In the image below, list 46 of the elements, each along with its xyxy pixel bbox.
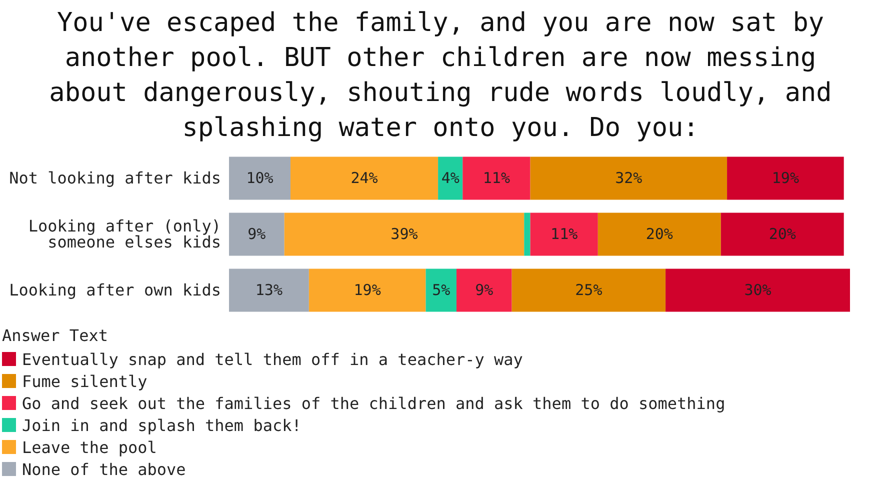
bar (598, 212, 721, 256)
legend-label: Go and seek out the families of the children and ask them to do something (22, 394, 726, 412)
bar (512, 268, 666, 312)
data-label: 11% (550, 225, 578, 244)
data-label: 13% (255, 281, 283, 300)
data-label: 11% (482, 169, 510, 188)
bar (308, 268, 426, 312)
bar (727, 156, 844, 200)
bar (426, 268, 456, 312)
data-label: 25% (575, 281, 602, 300)
data-label: 19% (354, 281, 381, 300)
bar (530, 156, 728, 200)
data-label: 20% (646, 225, 673, 244)
y-tick-label: Looking after (only) someone elses kids (28, 216, 221, 252)
bar (456, 268, 512, 312)
bar (720, 212, 844, 256)
legend-title: Answer Text (2, 326, 109, 347)
y-tick-label: Looking after own kids (9, 280, 221, 300)
data-label: 5% (432, 281, 450, 300)
data-label: 9% (475, 281, 494, 300)
bar (524, 212, 530, 256)
bar (290, 156, 438, 200)
data-label: 19% (772, 169, 799, 188)
bar (438, 156, 463, 200)
data-label: 32% (615, 169, 642, 188)
legend-label: Eventually snap and tell them off in a teacher-y way (22, 350, 523, 368)
data-label: 24% (350, 169, 378, 188)
bar (284, 212, 524, 256)
bar (229, 212, 284, 256)
legend-label: Fume silently (22, 372, 148, 390)
legend-label: None of the above (22, 460, 186, 478)
bar (666, 268, 850, 312)
legend-label: Leave the pool (22, 438, 157, 456)
y-tick-label: Not looking after kids (9, 168, 221, 188)
data-label: 39% (390, 225, 418, 244)
data-label: 20% (768, 225, 796, 244)
chart-title: You've escaped the family, and you are now sat by another pool. BUT other children are now messing about dangerously, shouting rude words loudly, and splashing water onto you. Do you: (48, 7, 833, 145)
bar (462, 156, 530, 200)
data-label: 10% (246, 169, 274, 188)
bar (229, 156, 290, 200)
data-label: 9% (248, 225, 266, 244)
legend-label: Join in and splash them back! (22, 416, 302, 434)
bar (229, 268, 309, 312)
bar (530, 212, 598, 256)
data-label: 30% (744, 281, 772, 300)
data-label: 4% (441, 169, 460, 188)
